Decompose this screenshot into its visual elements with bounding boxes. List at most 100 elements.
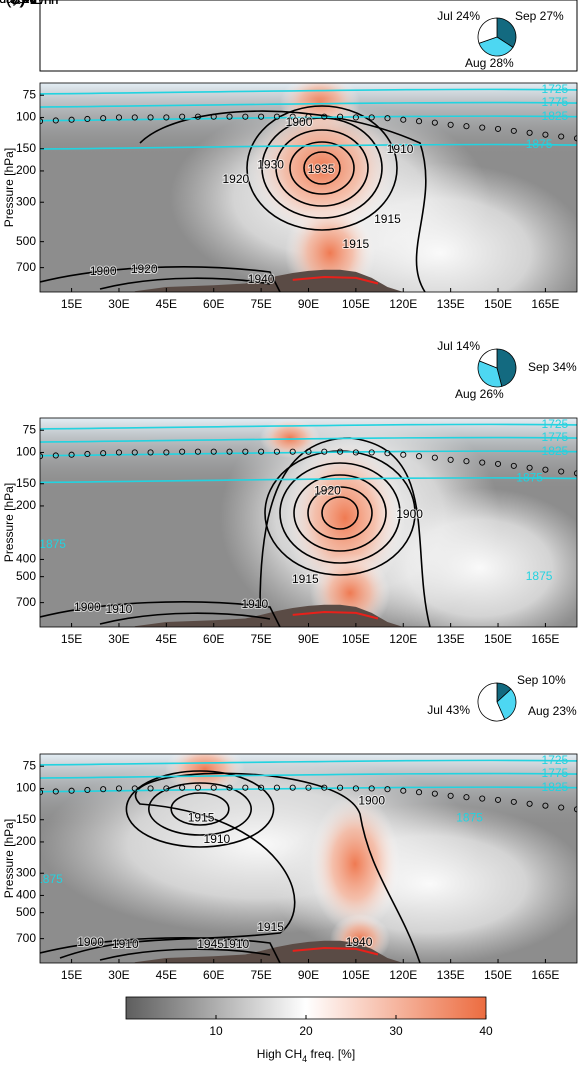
tropopause-marker: [321, 784, 328, 791]
x-tick-label: 75E: [250, 632, 271, 646]
contour-line: [246, 105, 398, 231]
y-tick-label: 30: [23, 0, 37, 6]
pie-label: Jul 14%: [437, 339, 480, 353]
contour-label: 1875: [456, 810, 483, 824]
tropopause-marker: [147, 449, 154, 456]
y-tick-label: 40: [23, 0, 37, 6]
tropopause-marker: [368, 785, 375, 792]
contour-label: 1900: [286, 115, 313, 129]
x-tick-label: 120E: [389, 632, 417, 646]
x-tick-label: 15E: [61, 632, 82, 646]
contour-label: 1725: [542, 417, 569, 431]
pie-label: Sep 34%: [528, 360, 577, 374]
x-tick-label: 150E: [484, 968, 512, 982]
x-tick-label: 135E: [437, 297, 465, 311]
contour-line: [40, 937, 281, 963]
x-tick-label: 15E: [61, 297, 82, 311]
panel-title: (a) WTP: [6, 0, 66, 8]
tropopause-marker: [352, 114, 359, 121]
tropopause-marker: [416, 453, 423, 460]
contour-label: 1900: [396, 507, 423, 521]
pie-slice: [477, 360, 503, 388]
tropopause-marker: [573, 135, 577, 142]
contour-label: 1725: [542, 82, 569, 96]
tropopause-marker: [400, 787, 407, 794]
y-tick-label: 700: [16, 931, 36, 945]
contour-line: [40, 101, 577, 108]
topography: [134, 604, 404, 627]
contour-line: [293, 474, 387, 552]
high-freq: [260, 418, 320, 458]
contour-line: [40, 423, 577, 430]
contour-line: [99, 948, 271, 961]
tropopause-marker: [494, 125, 502, 132]
contour-line: [40, 88, 577, 95]
y-axis-label: Pressure [hPa]: [2, 819, 16, 898]
contour-label: 1910: [222, 937, 249, 951]
pie-label: Aug 26%: [455, 387, 504, 401]
contour-line: [148, 782, 253, 836]
y-tick-label: 700: [16, 260, 36, 274]
tropopause-marker: [100, 786, 107, 793]
y-tick-label: 75: [23, 758, 37, 772]
x-tick-label: 45E: [156, 968, 177, 982]
x-tick-label: 60E: [203, 632, 224, 646]
tropopause-marker: [447, 121, 454, 128]
tropopause-marker: [305, 784, 312, 791]
contour-label: 1910: [204, 832, 231, 846]
x-tick-label: 135E: [437, 968, 465, 982]
axes-frame: [39, 0, 578, 72]
contour-label: 1920: [131, 262, 158, 276]
colorbar-tick-label: 40: [479, 1024, 493, 1038]
tropopause-marker: [68, 451, 75, 458]
y-axis-label: days: [0, 0, 25, 6]
contour-label: 1825: [542, 109, 569, 123]
high-freq: [310, 794, 400, 934]
tropopause-marker: [305, 113, 312, 120]
x-tick-label: 165E: [531, 632, 559, 646]
y-axis-label: Pressure [hPa]: [2, 483, 16, 562]
y-tick-label: 40: [23, 0, 37, 6]
tropopause-marker: [352, 785, 359, 792]
tropopause-marker: [479, 459, 486, 466]
tropopause-marker: [68, 787, 75, 794]
y-tick-label: 150: [16, 812, 36, 826]
tropopause-marker: [115, 449, 123, 456]
x-tick-label: 150E: [484, 297, 512, 311]
y-tick-label: 400: [16, 552, 36, 566]
tropopause-marker: [479, 795, 486, 802]
tropopause-marker: [431, 454, 438, 461]
contour-label: 1910: [387, 142, 414, 156]
tropopause-marker: [510, 798, 517, 805]
y-axis-label: Pressure [hPa]: [2, 148, 16, 227]
x-tick-label: 90E: [298, 968, 319, 982]
x-tick-label: 30E: [108, 632, 129, 646]
tropopause-marker: [210, 448, 217, 455]
tropopause-marker: [510, 462, 517, 469]
contour-label: 1935: [308, 162, 335, 176]
tropopause-marker: [258, 784, 265, 791]
contour-line: [40, 601, 281, 627]
tropopause-marker: [416, 118, 423, 125]
contour-line: [99, 277, 271, 290]
contour-label: 1915: [257, 920, 284, 934]
tropopause-marker: [305, 448, 312, 455]
tropopause-marker: [289, 113, 296, 120]
y-tick-label: 20: [23, 0, 37, 6]
tropopause-marker: [258, 448, 265, 455]
y-tick-label: 150: [16, 141, 36, 155]
x-tick-label: 120E: [389, 968, 417, 982]
tropopause-marker: [52, 452, 59, 459]
tropopause-marker: [131, 785, 138, 792]
tropopause-marker: [52, 117, 59, 124]
tropopause-marker: [573, 806, 577, 813]
tropopause-marker: [84, 786, 91, 794]
pie-label: Aug 23%: [528, 704, 577, 718]
contour-line: [307, 486, 373, 540]
contour-line: [321, 496, 359, 530]
red-contour: [292, 275, 379, 285]
contour-label: 1775: [542, 766, 569, 780]
